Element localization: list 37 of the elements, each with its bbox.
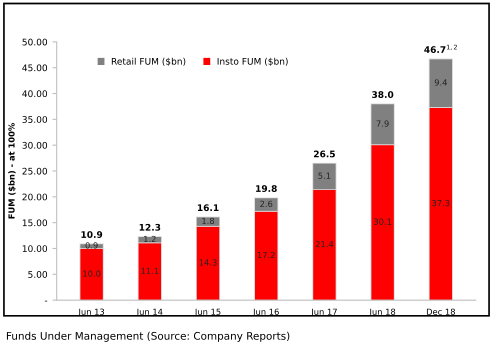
y-tick-label: 5.00	[28, 271, 48, 278]
x-tick-label: Dec 18	[426, 308, 455, 315]
data-label: 9.4	[434, 79, 447, 86]
text: Funds Under Management (Source: Company Reports)	[6, 332, 290, 342]
total-label: 16.1	[198, 204, 219, 212]
data-label: 1.8	[202, 218, 214, 224]
data-label: 11.1	[141, 268, 158, 274]
y-tick-label: -	[44, 300, 48, 302]
y-tick-label: 25.00	[22, 168, 48, 175]
data-label: 2.6	[260, 200, 272, 207]
total-label: 46.7$^{1,2}$	[424, 44, 457, 53]
total-label: 26.5	[314, 150, 335, 158]
data-label: 0.9	[86, 242, 98, 249]
legend-label: Insto FUM ($bn)	[218, 58, 288, 66]
y-tick-label: 10.00	[22, 245, 48, 252]
total-label: 19.8	[256, 185, 277, 192]
total-label: 10.9	[82, 231, 102, 238]
y-tick-label: 15.00	[22, 219, 48, 226]
data-label: 14.3	[200, 259, 217, 266]
y-tick-label: 20.00	[22, 194, 48, 200]
legend-label: Retail FUM ($bn)	[112, 58, 186, 66]
y-tick-label: 50.00	[22, 38, 48, 46]
data-label: 17.2	[258, 252, 275, 258]
data-label: 5.1	[318, 172, 330, 179]
y-tick-label: 45.00	[22, 64, 48, 72]
data-label: 21.4	[316, 240, 334, 248]
total-label: 12.3	[140, 224, 160, 231]
data-label: 7.9	[376, 120, 389, 127]
y-axis-title: FUM ($bn) - at 100%	[8, 123, 16, 218]
total-label: 38.0	[372, 91, 394, 98]
data-label: 37.3	[432, 200, 450, 206]
y-tick-label: 40.00	[22, 90, 48, 98]
data-label: 30.1	[374, 218, 392, 225]
y-tick-label: 35.00	[22, 116, 48, 123]
data-label: 1.2	[144, 236, 156, 242]
data-label: 10.0	[83, 270, 100, 277]
y-tick-label: 30.00	[22, 142, 48, 149]
